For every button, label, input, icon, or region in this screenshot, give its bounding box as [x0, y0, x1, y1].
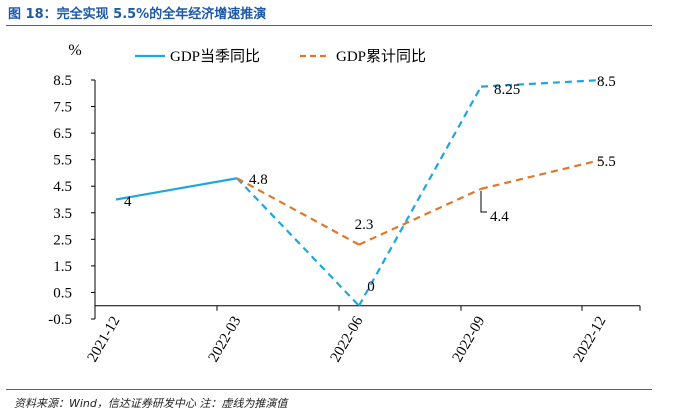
chart-axes: % -0.5 0.5 1.5 2.5 3.5 4.5 5.5 6.5 7.5 8.5 2021-12 2…	[48, 42, 641, 365]
quarterly-gdp-segment	[480, 78, 603, 88]
y-tick-label: -0.5	[48, 312, 72, 328]
quarterly-gdp-segment	[115, 177, 238, 201]
quarterly-data-label: 4	[124, 194, 132, 210]
y-tick-label: 1.5	[53, 259, 72, 275]
chart-legend: GDP当季同比 GDP累计同比	[135, 48, 426, 65]
data-label-leader	[480, 191, 487, 213]
y-tick-label: 3.5	[53, 206, 72, 222]
y-axis-unit-label: %	[68, 42, 81, 59]
x-tick-label: 2022-12	[571, 314, 610, 365]
y-tick-label: 8.5	[53, 73, 72, 89]
legend-label-quarterly: GDP当季同比	[170, 48, 260, 65]
quarterly-gdp-segment	[358, 86, 482, 307]
cumulative-data-label: 2.3	[355, 217, 374, 233]
x-tick-label: 2022-06	[328, 313, 367, 365]
quarterly-data-label: 8.5	[597, 74, 616, 90]
x-tick-label: 2022-03	[206, 314, 245, 365]
cumulative-gdp-segment	[358, 187, 482, 246]
footer-divider	[6, 389, 652, 390]
header-divider	[6, 25, 652, 26]
cumulative-data-label: 5.5	[597, 154, 616, 170]
y-tick-label: 0.5	[53, 285, 72, 301]
quarterly-data-label: 0	[367, 279, 375, 295]
y-tick-label: 2.5	[53, 232, 72, 248]
y-tick-label: 4.5	[53, 179, 72, 195]
legend-label-cumulative: GDP累计同比	[336, 48, 426, 65]
cumulative-gdp-segment	[236, 177, 360, 246]
source-note: 资料来源：Wind，信达证券研发中心 注：虚线为推演值	[14, 397, 288, 410]
x-tick-label: 2021-12	[85, 314, 124, 365]
x-tick-label: 2022-09	[450, 314, 489, 365]
chart-data-labels: 4 4.8 0 8.25 8.5 2.3 4.4 5.5	[124, 74, 616, 295]
y-tick-label: 6.5	[53, 126, 72, 142]
cumulative-data-label: 4.4	[490, 209, 509, 225]
quarterly-data-label: 8.25	[494, 82, 520, 98]
figure-title: 图 18：完全实现 5.5%的全年经济增速推演	[8, 7, 267, 22]
y-tick-label: 7.5	[53, 100, 72, 116]
chart-series	[115, 78, 603, 307]
quarterly-gdp-segment	[236, 177, 360, 307]
quarterly-data-label: 4.8	[249, 172, 268, 188]
y-tick-label: 5.5	[53, 153, 72, 169]
cumulative-gdp-segment	[480, 158, 603, 190]
